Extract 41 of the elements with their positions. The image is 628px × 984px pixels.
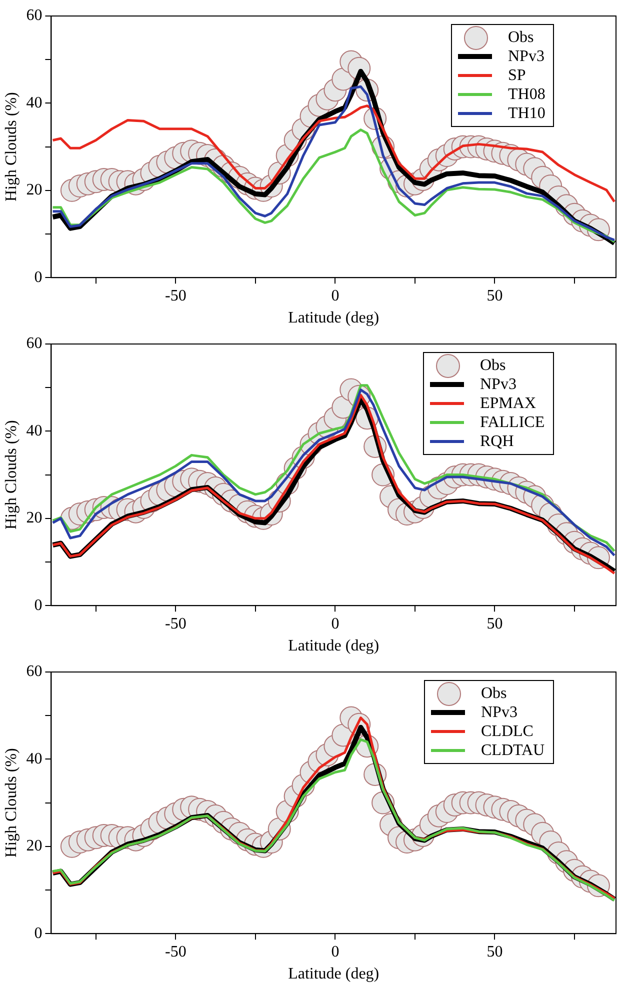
y-tick-label: 60 [26,663,42,680]
legend-label: FALLICE [480,413,545,432]
legend-label: SP [508,66,526,85]
legend-label: NPv3 [508,47,544,66]
x-axis-title: Latitude (deg) [288,966,380,983]
y-tick-label: 20 [26,838,42,855]
y-tick-label: 60 [26,7,42,24]
x-axis-title: Latitude (deg) [288,638,380,655]
y-tick-label: 20 [26,510,42,527]
y-tick-label: 40 [26,94,42,112]
x-tick-label: -50 [164,615,186,632]
legend-label: CLDTAU [481,741,545,760]
x-tick-label: 0 [331,287,340,304]
legend-label: Obs [480,356,506,375]
y-tick-label: 40 [26,422,42,440]
y-tick-label: 0 [34,596,42,614]
legend-label: NPv3 [480,375,516,394]
y-tick-label: 40 [26,750,42,768]
y-tick-label: 0 [34,268,42,286]
legend-label: TH10 [508,104,546,123]
legend-label: CLDLC [481,722,534,741]
y-tick-label: 60 [26,335,42,352]
x-tick-label: 50 [486,615,503,632]
y-axis-title: High Clouds (%) [2,420,20,530]
legend-label: EPMAX [480,394,536,413]
x-tick-label: 0 [331,615,340,632]
legend-label: RQH [480,432,514,451]
legend-label: Obs [508,28,534,47]
y-axis-title: High Clouds (%) [2,748,20,858]
x-tick-label: 0 [331,943,340,960]
y-tick-label: 0 [34,924,42,942]
x-tick-label: 50 [486,287,503,304]
legend-label: TH08 [508,85,546,104]
legend-label: Obs [481,684,507,703]
x-axis-title: Latitude (deg) [288,310,380,327]
y-tick-label: 20 [26,182,42,199]
x-tick-label: -50 [164,287,186,304]
x-tick-label: -50 [164,943,186,960]
y-axis-title: High Clouds (%) [2,92,20,202]
x-tick-label: 50 [486,943,503,960]
legend-label: NPv3 [481,703,518,722]
